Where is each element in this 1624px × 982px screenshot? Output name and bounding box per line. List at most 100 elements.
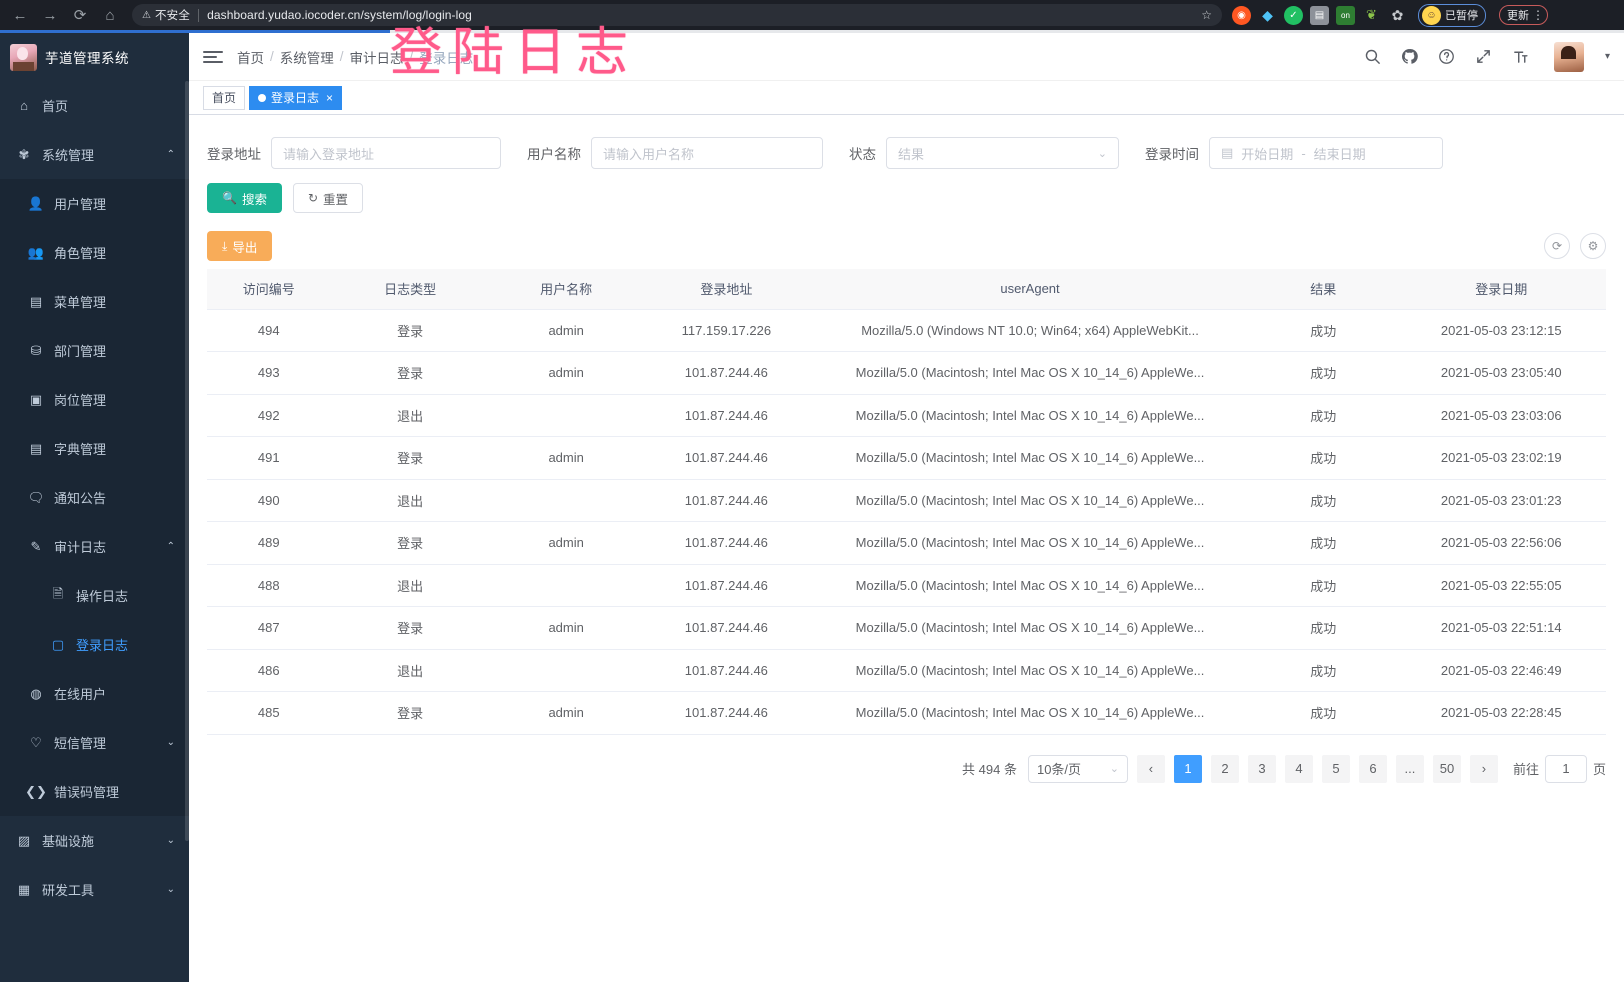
table-row[interactable]: 487 登录 admin 101.87.244.46 Mozilla/5.0 (Maci… [207, 606, 1606, 650]
help-icon[interactable] [1437, 47, 1457, 67]
close-icon[interactable]: × [326, 90, 334, 105]
search-button[interactable]: 🔍 搜索 [207, 183, 282, 213]
chevron-icon[interactable]: ⌄ [166, 884, 175, 895]
sidebar-item-13[interactable]: ♡ 短信管理 ⌄ [0, 718, 189, 767]
column-header-result[interactable]: 结果 [1249, 269, 1397, 310]
sidebar-item-0[interactable]: ⌂ 首页 [0, 81, 189, 130]
chevron-down-icon[interactable]: ▾ [1604, 51, 1610, 62]
sidebar-item-12[interactable]: ◍ 在线用户 [0, 669, 189, 718]
sidebar-item-6[interactable]: ▣ 岗位管理 [0, 375, 189, 424]
sidebar-item-3[interactable]: 👥 角色管理 [0, 228, 189, 277]
table-row[interactable]: 488 退出 101.87.244.46 Mozilla/5.0 (Macintosh… [207, 564, 1606, 607]
table-row[interactable]: 489 登录 admin 101.87.244.46 Mozilla/5.0 (Maci… [207, 521, 1606, 565]
column-header-type[interactable]: 日志类型 [330, 269, 490, 310]
sidebar-item-11[interactable]: ▢ 登录日志 [0, 620, 189, 669]
extension-icon-on-badge[interactable]: on [1336, 5, 1355, 25]
refresh-icon[interactable]: ⟳ [1544, 233, 1570, 259]
status-select[interactable]: 结果 ⌄ [886, 137, 1119, 169]
extension-icon-diamond[interactable]: ◆ [1262, 6, 1273, 23]
export-button[interactable]: ⤓ 导出 [207, 231, 273, 261]
browser-menu-icon[interactable]: ⋮ [1532, 8, 1544, 22]
chevron-icon[interactable]: ⌃ [166, 149, 175, 160]
page-button-50[interactable]: 50 [1432, 754, 1461, 783]
bookmark-star-icon[interactable]: ☆ [1201, 8, 1212, 22]
table-row[interactable]: 486 退出 101.87.244.46 Mozilla/5.0 (Macintosh… [207, 649, 1606, 692]
column-settings-icon[interactable]: ⚙ [1580, 233, 1606, 259]
page-button-2[interactable]: 2 [1210, 754, 1239, 783]
breadcrumb-item-2[interactable]: 审计日志 [349, 50, 404, 66]
date-range-picker[interactable]: ▤ 开始日期 - 结束日期 [1209, 137, 1443, 169]
sidebar-item-16[interactable]: ▦ 研发工具 ⌄ [0, 865, 189, 914]
tab-1[interactable]: 登录日志 × [249, 85, 343, 110]
github-icon[interactable] [1400, 47, 1420, 67]
breadcrumb-item-0[interactable]: 首页 [237, 50, 264, 66]
forward-icon[interactable]: → [42, 6, 58, 24]
table-row[interactable]: 493 登录 admin 101.87.244.46 Mozilla/5.0 (Maci… [207, 351, 1606, 395]
reset-button[interactable]: ↻ 重置 [292, 183, 364, 213]
address-bar[interactable]: ⚠ 不安全 dashboard.yudao.iocoder.cn/system/… [132, 4, 1222, 26]
page-button-...[interactable]: ... [1395, 754, 1424, 783]
column-header-id[interactable]: 访问编号 [207, 269, 331, 310]
font-size-icon[interactable] [1511, 47, 1531, 67]
extension-icon-green-check[interactable]: ✓ [1284, 5, 1303, 25]
search-icon[interactable] [1363, 47, 1383, 67]
brand[interactable]: 芋道管理系统 [0, 33, 189, 81]
sidebar-item-1[interactable]: ✾ 系统管理 ⌃ [0, 130, 189, 179]
table-row[interactable]: 490 退出 101.87.244.46 Mozilla/5.0 (Macintosh… [207, 479, 1606, 522]
sidebar-item-7[interactable]: ▤ 字典管理 [0, 424, 189, 473]
extension-icon-blue-doc[interactable]: ▤ [1310, 5, 1329, 25]
avatar[interactable] [1553, 41, 1584, 72]
table-row[interactable]: 491 登录 admin 101.87.244.46 Mozilla/5.0 (Maci… [207, 436, 1606, 480]
chevron-icon[interactable]: ⌃ [166, 541, 175, 552]
column-header-user[interactable]: 用户名称 [489, 269, 643, 310]
update-button[interactable]: 更新 ⋮ [1499, 5, 1548, 25]
chevron-icon[interactable]: ⌄ [166, 835, 175, 846]
jump-page-input[interactable]: 1 [1544, 754, 1587, 783]
sidebar-toggle-icon[interactable] [203, 50, 223, 63]
cell-address: 101.87.244.46 [642, 521, 811, 565]
page-button-3[interactable]: 3 [1247, 754, 1276, 783]
sidebar-item-8[interactable]: 🗨 通知公告 [0, 473, 189, 522]
chevron-icon[interactable]: ⌄ [166, 737, 175, 748]
sidebar-item-10[interactable]: 🗎 操作日志 [0, 571, 189, 620]
breadcrumb-item-1[interactable]: 系统管理 [279, 50, 334, 66]
prev-page-button[interactable]: ‹ [1136, 754, 1165, 783]
sidebar-item-14[interactable]: ❮❯ 错误码管理 [0, 767, 189, 816]
page-button-6[interactable]: 6 [1358, 754, 1387, 783]
column-header-address[interactable]: 登录地址 [642, 269, 811, 310]
page-button-5[interactable]: 5 [1321, 754, 1350, 783]
page-size-select[interactable]: 10条/页 ⌄ [1027, 754, 1128, 783]
sidebar-item-4[interactable]: ▤ 菜单管理 [0, 277, 189, 326]
reload-icon[interactable]: ⟳ [73, 7, 87, 24]
fullscreen-icon[interactable] [1474, 47, 1494, 67]
sidebar-scrollbar[interactable] [185, 81, 189, 841]
sidebar-item-label: 审计日志 [54, 540, 107, 555]
table-row[interactable]: 485 登录 admin 101.87.244.46 Mozilla/5.0 (Maci… [207, 691, 1606, 735]
page-button-4[interactable]: 4 [1284, 754, 1313, 783]
table-row[interactable]: 492 退出 101.87.244.46 Mozilla/5.0 (Macintosh… [207, 394, 1606, 437]
address-input[interactable]: 请输入登录地址 [271, 137, 501, 169]
extension-icon-orange[interactable]: ◉ [1232, 5, 1251, 25]
date-end-input[interactable]: 结束日期 [1313, 146, 1366, 162]
table-tools: ⟳ ⚙ [1544, 233, 1606, 259]
home-icon: ⌂ [20, 98, 28, 113]
paused-status-pill[interactable]: ☺ 已暂停 [1418, 3, 1486, 27]
username-input[interactable]: 请输入用户名称 [591, 137, 823, 169]
table-row[interactable]: 494 登录 admin 117.159.17.226 Mozilla/5.0 (Win… [207, 309, 1606, 352]
page-button-1[interactable]: 1 [1173, 754, 1202, 783]
sidebar-item-5[interactable]: ⛁ 部门管理 [0, 326, 189, 375]
post-icon: ▣ [29, 391, 43, 407]
column-header-date[interactable]: 登录日期 [1396, 269, 1606, 310]
back-icon[interactable]: ← [12, 6, 28, 24]
sidebar-item-15[interactable]: ▨ 基础设施 ⌄ [0, 816, 189, 865]
date-start-input[interactable]: 开始日期 [1241, 146, 1294, 162]
extension-icon-puzzle[interactable]: ✿ [1391, 6, 1404, 23]
home-icon[interactable]: ⌂ [105, 6, 115, 24]
column-header-useragent[interactable]: userAgent [810, 269, 1250, 310]
extension-icon-leaf[interactable]: ❦ [1366, 7, 1377, 22]
app-root: 芋道管理系统 ⌂ 首页 ✾ 系统管理 ⌃ 👤 用户管理 👥 角色管理 ▤ 菜单管理 ⛁ 部门管理 ▣ 岗位管… [0, 33, 1624, 982]
sidebar-item-9[interactable]: ✎ 审计日志 ⌃ [0, 522, 189, 571]
sidebar-item-2[interactable]: 👤 用户管理 [0, 179, 189, 228]
tab-0[interactable]: 首页 [203, 85, 246, 110]
next-page-button[interactable]: › [1469, 754, 1498, 783]
